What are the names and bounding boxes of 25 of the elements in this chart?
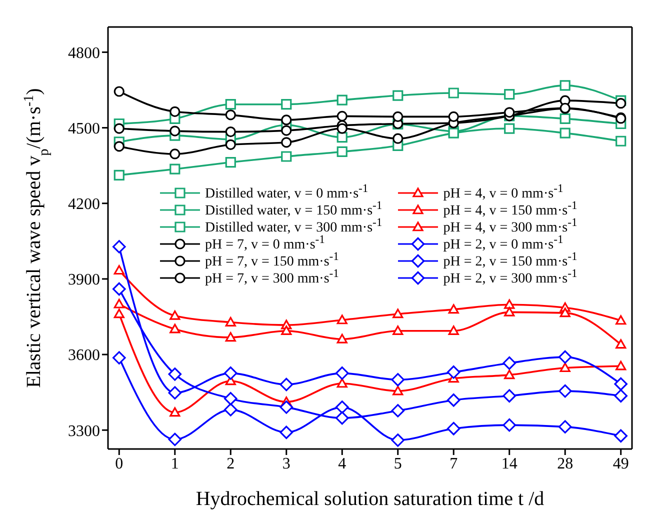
x-tick-label: 2: [226, 455, 235, 472]
legend-label: pH = 2, v = 300 mm·s$^{-1}$: [443, 267, 578, 287]
y-tick-label: 3600: [68, 347, 100, 364]
legend-label: pH = 7, v = 150 mm·s$^{-1}$: [205, 250, 340, 270]
legend-label: pH = 2, v = 0 mm·s$^{-1}$: [443, 233, 564, 253]
x-tick-label: 14: [501, 455, 518, 472]
x-tick-label: 0: [115, 455, 124, 472]
x-tick-label: 49: [612, 455, 629, 472]
legend-label: Distilled water, v = 300 mm·s$^{-1}$: [205, 216, 382, 236]
x-tick-label: 1: [170, 455, 179, 472]
x-tick-label: 4: [338, 455, 346, 472]
y-tick-label: 4800: [68, 44, 100, 62]
y-tick-label: 3300: [68, 422, 100, 440]
x-tick-label: 5: [394, 455, 402, 472]
y-tick-label: 4200: [68, 196, 100, 214]
x-axis-title: Hydrochemical solution saturation time t /d: [196, 488, 544, 510]
x-tick-label: 7: [450, 455, 458, 472]
legend-label: pH = 4, v = 300 mm·s$^{-1}$: [443, 216, 578, 236]
x-tick-label: 3: [282, 455, 290, 472]
legend-label: pH = 2, v = 150 mm·s$^{-1}$: [443, 250, 578, 270]
y-tick-label: 3900: [68, 272, 100, 289]
legend-label: pH = 7, v = 0 mm·s$^{-1}$: [205, 233, 326, 253]
legend-label: pH = 7, v = 300 mm·s$^{-1}$: [205, 267, 340, 287]
y-tick-label: 4500: [68, 120, 100, 138]
x-tick-label: 28: [557, 455, 574, 472]
